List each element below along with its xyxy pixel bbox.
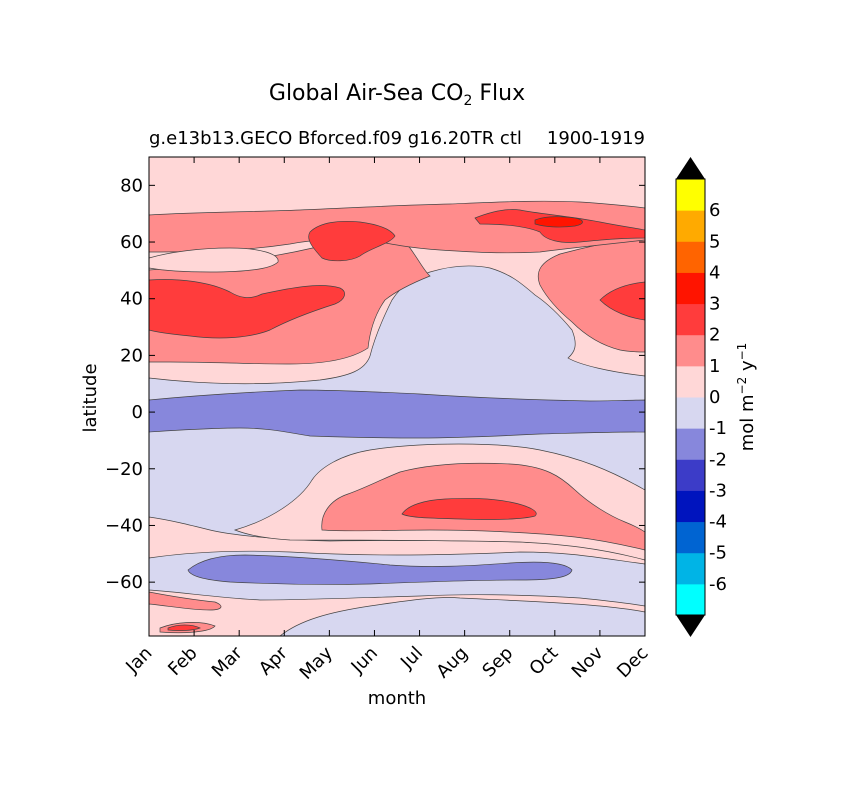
- colorbar-tick-label: 2: [709, 325, 720, 346]
- x-tick-label: Mar: [208, 642, 247, 681]
- colorbar-band: [676, 490, 705, 523]
- colorbar-band: [676, 459, 705, 491]
- region-2-to-3-south: [401, 498, 537, 520]
- colorbar-label: mol m−2 y−1: [735, 343, 758, 452]
- x-tick-label: Oct: [525, 643, 562, 680]
- colorbar-tick-label: 0: [709, 387, 720, 408]
- region-2-to-3-north-east-lower: [599, 281, 645, 321]
- x-tick-label: Jul: [396, 643, 427, 674]
- x-tick-label: Feb: [164, 643, 201, 680]
- y-tick-label: −20: [105, 459, 143, 480]
- region-1-to-2-north-east: [537, 235, 645, 353]
- y-tick-label: 20: [120, 345, 143, 366]
- colorbar-tick-label: 1: [709, 356, 720, 377]
- region-2-to-3-far-south: [167, 624, 201, 631]
- y-tick-label: 60: [120, 232, 143, 253]
- chart-subtitle-years: 1900-1919: [547, 128, 645, 149]
- colorbar: -6 -5 -4 -3 -2 -1 0 1 2 3 4 5 6: [675, 157, 727, 637]
- colorbar-tick-label: 3: [709, 294, 720, 315]
- x-tick-label: Jan: [121, 643, 156, 678]
- colorbar-tick-label: -1: [709, 418, 727, 439]
- region-2-to-3-north-mid: [308, 220, 396, 262]
- colorbar-tick-label: 6: [709, 200, 720, 221]
- region-2-to-3-north-west: [149, 279, 345, 339]
- colorbar-extend-low: [676, 615, 705, 637]
- colorbar-tick-label: -6: [709, 574, 727, 595]
- region-3-to-4-north-east: [534, 216, 583, 228]
- plot-frame: [148, 156, 646, 637]
- y-tick-label: 40: [120, 289, 143, 310]
- colorbar-band: [676, 303, 705, 336]
- colorbar-tick-label: -5: [709, 543, 727, 564]
- region-0-to-1-pocket: [149, 247, 279, 273]
- colorbar-band: [676, 210, 705, 242]
- x-tick-label: May: [296, 642, 337, 683]
- x-tick-label: Jun: [347, 643, 382, 678]
- x-tick-label: Dec: [613, 643, 652, 682]
- colorbar-band: [676, 583, 705, 616]
- x-tick-label: Apr: [255, 642, 292, 679]
- y-tick-label: −40: [105, 515, 143, 536]
- colorbar-tick-label: -2: [709, 449, 727, 470]
- colorbar-band: [676, 397, 705, 429]
- contour-field: [149, 157, 645, 636]
- colorbar-band: [676, 179, 705, 211]
- colorbar-band: [676, 365, 705, 398]
- region-1-to-2-far-south: [149, 591, 222, 611]
- region-neg1-to-0-bottom: [279, 597, 645, 636]
- colorbar-band: [676, 521, 705, 554]
- chart-subtitle: g.e13b13.GECO Bforced.f09 g16.20TR ctl: [149, 128, 522, 149]
- colorbar-band: [676, 552, 705, 585]
- x-tick-label: Sep: [478, 643, 517, 682]
- y-axis: 80 60 40 20 0 −20 −40 −60: [105, 175, 645, 593]
- colorbar-tick-label: 4: [709, 262, 720, 283]
- colorbar-band: [676, 241, 705, 273]
- colorbar-band: [676, 272, 705, 305]
- y-axis-label: latitude: [80, 363, 101, 432]
- colorbar-band: [676, 428, 705, 460]
- colorbar-frame: [675, 178, 706, 616]
- x-tick-label: Aug: [432, 643, 472, 683]
- x-axis-label: month: [368, 688, 426, 709]
- colorbar-tick-label: -3: [709, 480, 727, 501]
- region-neg2-to-neg1-south: [187, 554, 573, 585]
- chart-title: Global Air-Sea CO2 Flux: [269, 81, 525, 109]
- y-tick-label: 0: [132, 402, 143, 423]
- colorbar-extend-high: [676, 157, 705, 179]
- y-tick-label: 80: [120, 175, 143, 196]
- colorbar-band: [676, 334, 705, 367]
- y-tick-label: −60: [105, 572, 143, 593]
- region-neg2-to-neg1-equator: [149, 389, 645, 439]
- x-tick-label: Nov: [568, 642, 608, 682]
- colorbar-tick-label: -4: [709, 512, 727, 533]
- colorbar-tick-label: 5: [709, 231, 720, 252]
